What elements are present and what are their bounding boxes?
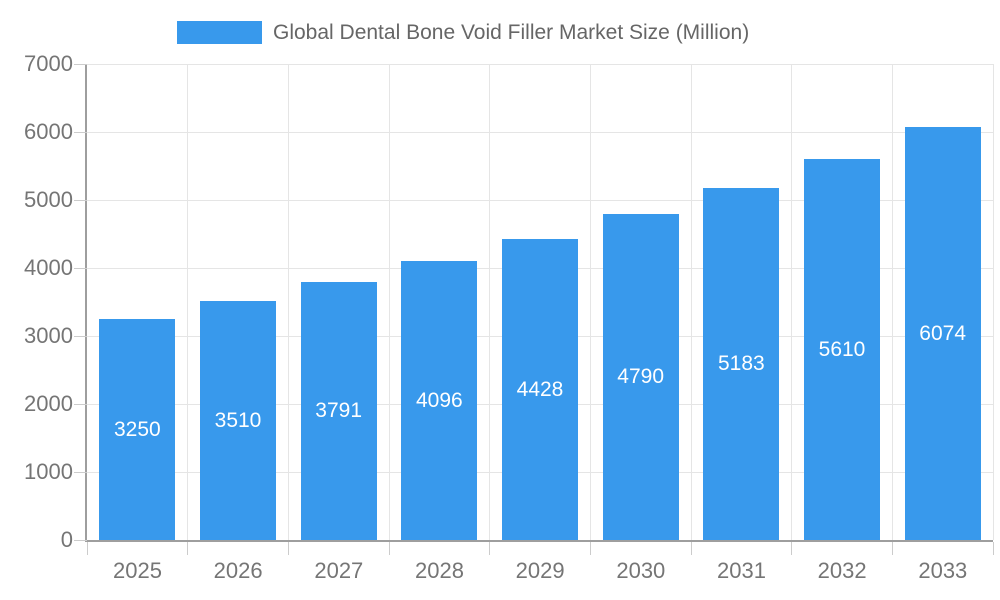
bar-value-label: 6074 — [919, 321, 967, 345]
y-axis-tick-label: 6000 — [24, 119, 73, 144]
y-axis-tick — [74, 131, 87, 133]
x-axis-line — [85, 540, 993, 542]
gridline-vertical — [690, 64, 692, 540]
x-axis-tick-label: 2029 — [515, 558, 565, 583]
bar-value-label: 3791 — [315, 399, 363, 422]
y-axis-tick — [74, 199, 87, 201]
gridline-horizontal — [87, 63, 993, 65]
bar[interactable]: 4428 — [502, 239, 578, 540]
x-axis-tick-label: 2031 — [717, 558, 766, 583]
legend-label: Global Dental Bone Void Filler Market Si… — [273, 21, 750, 44]
y-axis-tick — [74, 471, 87, 473]
gridline-vertical — [287, 64, 289, 540]
bar[interactable]: 3510 — [200, 301, 276, 540]
bar-value-label: 4096 — [415, 388, 463, 412]
y-axis-tick-label: 7000 — [24, 51, 73, 76]
gridline-vertical — [992, 64, 994, 540]
x-axis-tick — [992, 542, 994, 555]
y-axis-tick-label: 4000 — [24, 255, 73, 280]
x-axis-tick — [690, 542, 692, 555]
bar[interactable]: 5183 — [703, 188, 780, 540]
x-axis-tick-label: 2027 — [314, 558, 364, 583]
x-axis-tick — [287, 542, 289, 555]
y-axis-tick-label: 1000 — [24, 459, 73, 484]
bar-value-label: 4428 — [516, 377, 564, 401]
x-axis-tick — [86, 542, 88, 555]
bar-value-label: 3250 — [113, 417, 161, 441]
gridline-horizontal — [87, 131, 993, 133]
y-axis-tick — [74, 335, 87, 337]
x-axis-tick — [489, 542, 491, 555]
x-axis-tick-label: 2033 — [918, 558, 968, 583]
x-axis-tick-label: 2025 — [113, 558, 162, 583]
x-axis-tick-label: 2032 — [817, 558, 867, 583]
y-axis-tick-label: 2000 — [24, 391, 73, 416]
legend-swatch — [177, 21, 262, 44]
gridline-vertical — [388, 64, 390, 540]
x-axis-tick — [589, 542, 591, 555]
y-axis-line — [85, 64, 87, 542]
bar-value-label: 4790 — [617, 365, 665, 388]
x-axis-tick-label: 2030 — [616, 558, 666, 583]
gridline-vertical — [791, 64, 793, 540]
bar-value-label: 5610 — [818, 337, 866, 361]
y-axis-tick — [74, 63, 87, 65]
x-axis-tick — [891, 542, 893, 555]
bar[interactable]: 4096 — [401, 261, 478, 540]
bar-value-label: 3510 — [214, 408, 262, 432]
x-axis-tick — [187, 542, 189, 555]
bar[interactable]: 4790 — [602, 214, 679, 540]
bar-value-label: 5183 — [717, 352, 765, 375]
y-axis-tick — [74, 403, 87, 405]
bar[interactable]: 5610 — [804, 159, 880, 540]
bar[interactable]: 3250 — [99, 319, 176, 540]
gridline-vertical — [187, 64, 189, 540]
x-axis-tick — [791, 542, 793, 555]
x-axis-tick-label: 2028 — [415, 558, 464, 583]
y-axis-tick — [74, 267, 87, 269]
bar[interactable]: 3791 — [300, 282, 377, 540]
plot-area: 3250 3510 3791 4096 4428 4790 5183 5610 6074 — [85, 63, 994, 542]
y-axis-tick-label: 0 — [60, 527, 73, 552]
gridline-vertical — [589, 64, 591, 540]
bar[interactable]: 6074 — [904, 127, 981, 540]
y-axis-tick-label: 5000 — [24, 187, 73, 212]
chart-legend[interactable]: Global Dental Bone Void Filler Market Si… — [177, 21, 749, 44]
y-axis-tick — [74, 539, 87, 541]
gridline-vertical — [891, 64, 893, 540]
x-axis-tick-label: 2026 — [213, 558, 263, 583]
gridline-horizontal — [87, 199, 993, 201]
x-axis-tick — [388, 542, 390, 555]
gridline-vertical — [489, 64, 491, 540]
y-axis-tick-label: 3000 — [24, 323, 73, 348]
